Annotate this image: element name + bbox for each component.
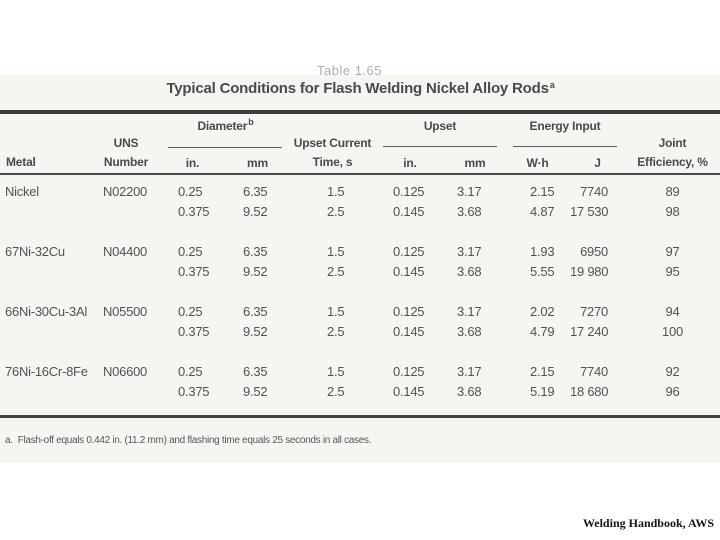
header-energy-j: J — [594, 156, 601, 170]
header-upset-in: in. — [403, 156, 417, 170]
cell-metal: 67Ni-32Cu — [5, 244, 65, 259]
cell-dia_in: 0.25 0.375 — [178, 244, 210, 279]
cell-j: 7740 17 530 — [570, 184, 609, 219]
cell-j: 6950 19 980 — [570, 244, 609, 279]
cell-metal: Nickel — [5, 184, 39, 199]
table-row: 67Ni-32Cu N04400 0.25 0.375 6.35 9.52 1.5 2.5 0.… — [0, 242, 720, 302]
cell-time: 1.5 2.5 — [327, 184, 345, 219]
cell-time: 1.5 2.5 — [327, 364, 345, 399]
cell-upset_mm: 3.17 3.68 — [457, 184, 482, 219]
upset-underline — [383, 146, 497, 147]
cell-dia_in: 0.25 0.375 — [178, 184, 210, 219]
cell-dia_mm: 6.35 9.52 — [243, 364, 268, 399]
header-energy-input: Energy Input — [529, 119, 601, 133]
header-joint-efficiency: Joint Efficiency, % — [637, 136, 708, 169]
cell-uns: N05500 — [103, 304, 148, 319]
cell-eff: 89 98 — [665, 184, 680, 219]
header-upset-mm: mm — [464, 156, 486, 170]
scanned-table-image: Typical Conditions for Flash Welding Nic… — [0, 75, 720, 463]
title-footnote-marker: a — [549, 80, 555, 90]
header-diameter-group: Diameterb in. mm — [160, 115, 290, 173]
table-header: Metal UNS Number Diameterb in. mm Upset … — [0, 115, 720, 173]
bottom-rule — [0, 415, 720, 418]
cell-upset_in: 0.125 0.145 — [393, 244, 425, 279]
cell-upset_mm: 3.17 3.68 — [457, 364, 482, 399]
cell-uns: N06600 — [103, 364, 148, 379]
table-row: 66Ni-30Cu-3Al N05500 0.25 0.375 6.35 9.52 1.5 2… — [0, 302, 720, 362]
cell-dia_mm: 6.35 9.52 — [243, 304, 268, 339]
source-caption: Welding Handbook, AWS — [582, 516, 714, 530]
cell-dia_mm: 6.35 9.52 — [243, 184, 268, 219]
cell-j: 7740 18 680 — [570, 364, 609, 399]
cell-upset_in: 0.125 0.145 — [393, 304, 425, 339]
table-title: Typical Conditions for Flash Welding Nic… — [0, 80, 720, 97]
cell-j: 7270 17 240 — [570, 304, 609, 339]
cell-uns: N02200 — [103, 184, 148, 199]
header-diameter: Diameterb — [197, 117, 254, 133]
table-title-text: Typical Conditions for Flash Welding Nic… — [166, 80, 549, 97]
cell-time: 1.5 2.5 — [327, 304, 345, 339]
table-number-overlay: Table 1.65 — [317, 63, 382, 78]
table-row: 76Ni-16Cr-8Fe N06600 0.25 0.375 6.35 9.52 1.5 2… — [0, 362, 720, 422]
cell-upset_in: 0.125 0.145 — [393, 184, 425, 219]
header-uns-number: UNS Number — [103, 136, 149, 169]
header-upset-group: Upset in. mm — [375, 115, 505, 173]
table-body: Nickel N02200 0.25 0.375 6.35 9.52 1.5 2.5 0.125… — [0, 182, 720, 422]
header-diameter-mm: mm — [247, 156, 268, 170]
table-footnote: a. Flash-off equals 0.442 in. (11.2 mm) … — [5, 435, 372, 446]
cell-wh: 1.93 5.55 — [530, 244, 555, 279]
cell-dia_in: 0.25 0.375 — [178, 304, 210, 339]
header-separator-rule — [0, 173, 720, 175]
cell-dia_mm: 6.35 9.52 — [243, 244, 268, 279]
cell-eff: 97 95 — [665, 244, 680, 279]
cell-uns: N04400 — [103, 244, 148, 259]
cell-wh: 2.02 4.79 — [530, 304, 555, 339]
table-row: Nickel N02200 0.25 0.375 6.35 9.52 1.5 2.5 0.125… — [0, 182, 720, 242]
cell-eff: 94 100 — [662, 304, 683, 339]
diameter-underline — [168, 147, 282, 148]
header-energy-wh: W·h — [526, 156, 549, 170]
cell-eff: 92 96 — [665, 364, 680, 399]
cell-metal: 66Ni-30Cu-3Al — [5, 304, 88, 319]
cell-metal: 76Ni-16Cr-8Fe — [5, 364, 88, 379]
top-rule — [0, 110, 720, 114]
header-upset-current-time: Upset Current Time, s — [293, 136, 372, 169]
header-energy-group: Energy Input W·h J — [505, 115, 625, 173]
cell-wh: 2.15 4.87 — [530, 184, 555, 219]
cell-upset_in: 0.125 0.145 — [393, 364, 425, 399]
header-diameter-in: in. — [185, 156, 200, 170]
cell-upset_mm: 3.17 3.68 — [457, 244, 482, 279]
diameter-footnote-marker: b — [248, 117, 254, 127]
cell-wh: 2.15 5.19 — [530, 364, 555, 399]
energy-underline — [513, 146, 617, 147]
cell-time: 1.5 2.5 — [327, 244, 345, 279]
header-metal: Metal — [6, 155, 36, 169]
cell-dia_in: 0.25 0.375 — [178, 364, 210, 399]
cell-upset_mm: 3.17 3.68 — [457, 304, 482, 339]
header-upset: Upset — [423, 119, 457, 133]
